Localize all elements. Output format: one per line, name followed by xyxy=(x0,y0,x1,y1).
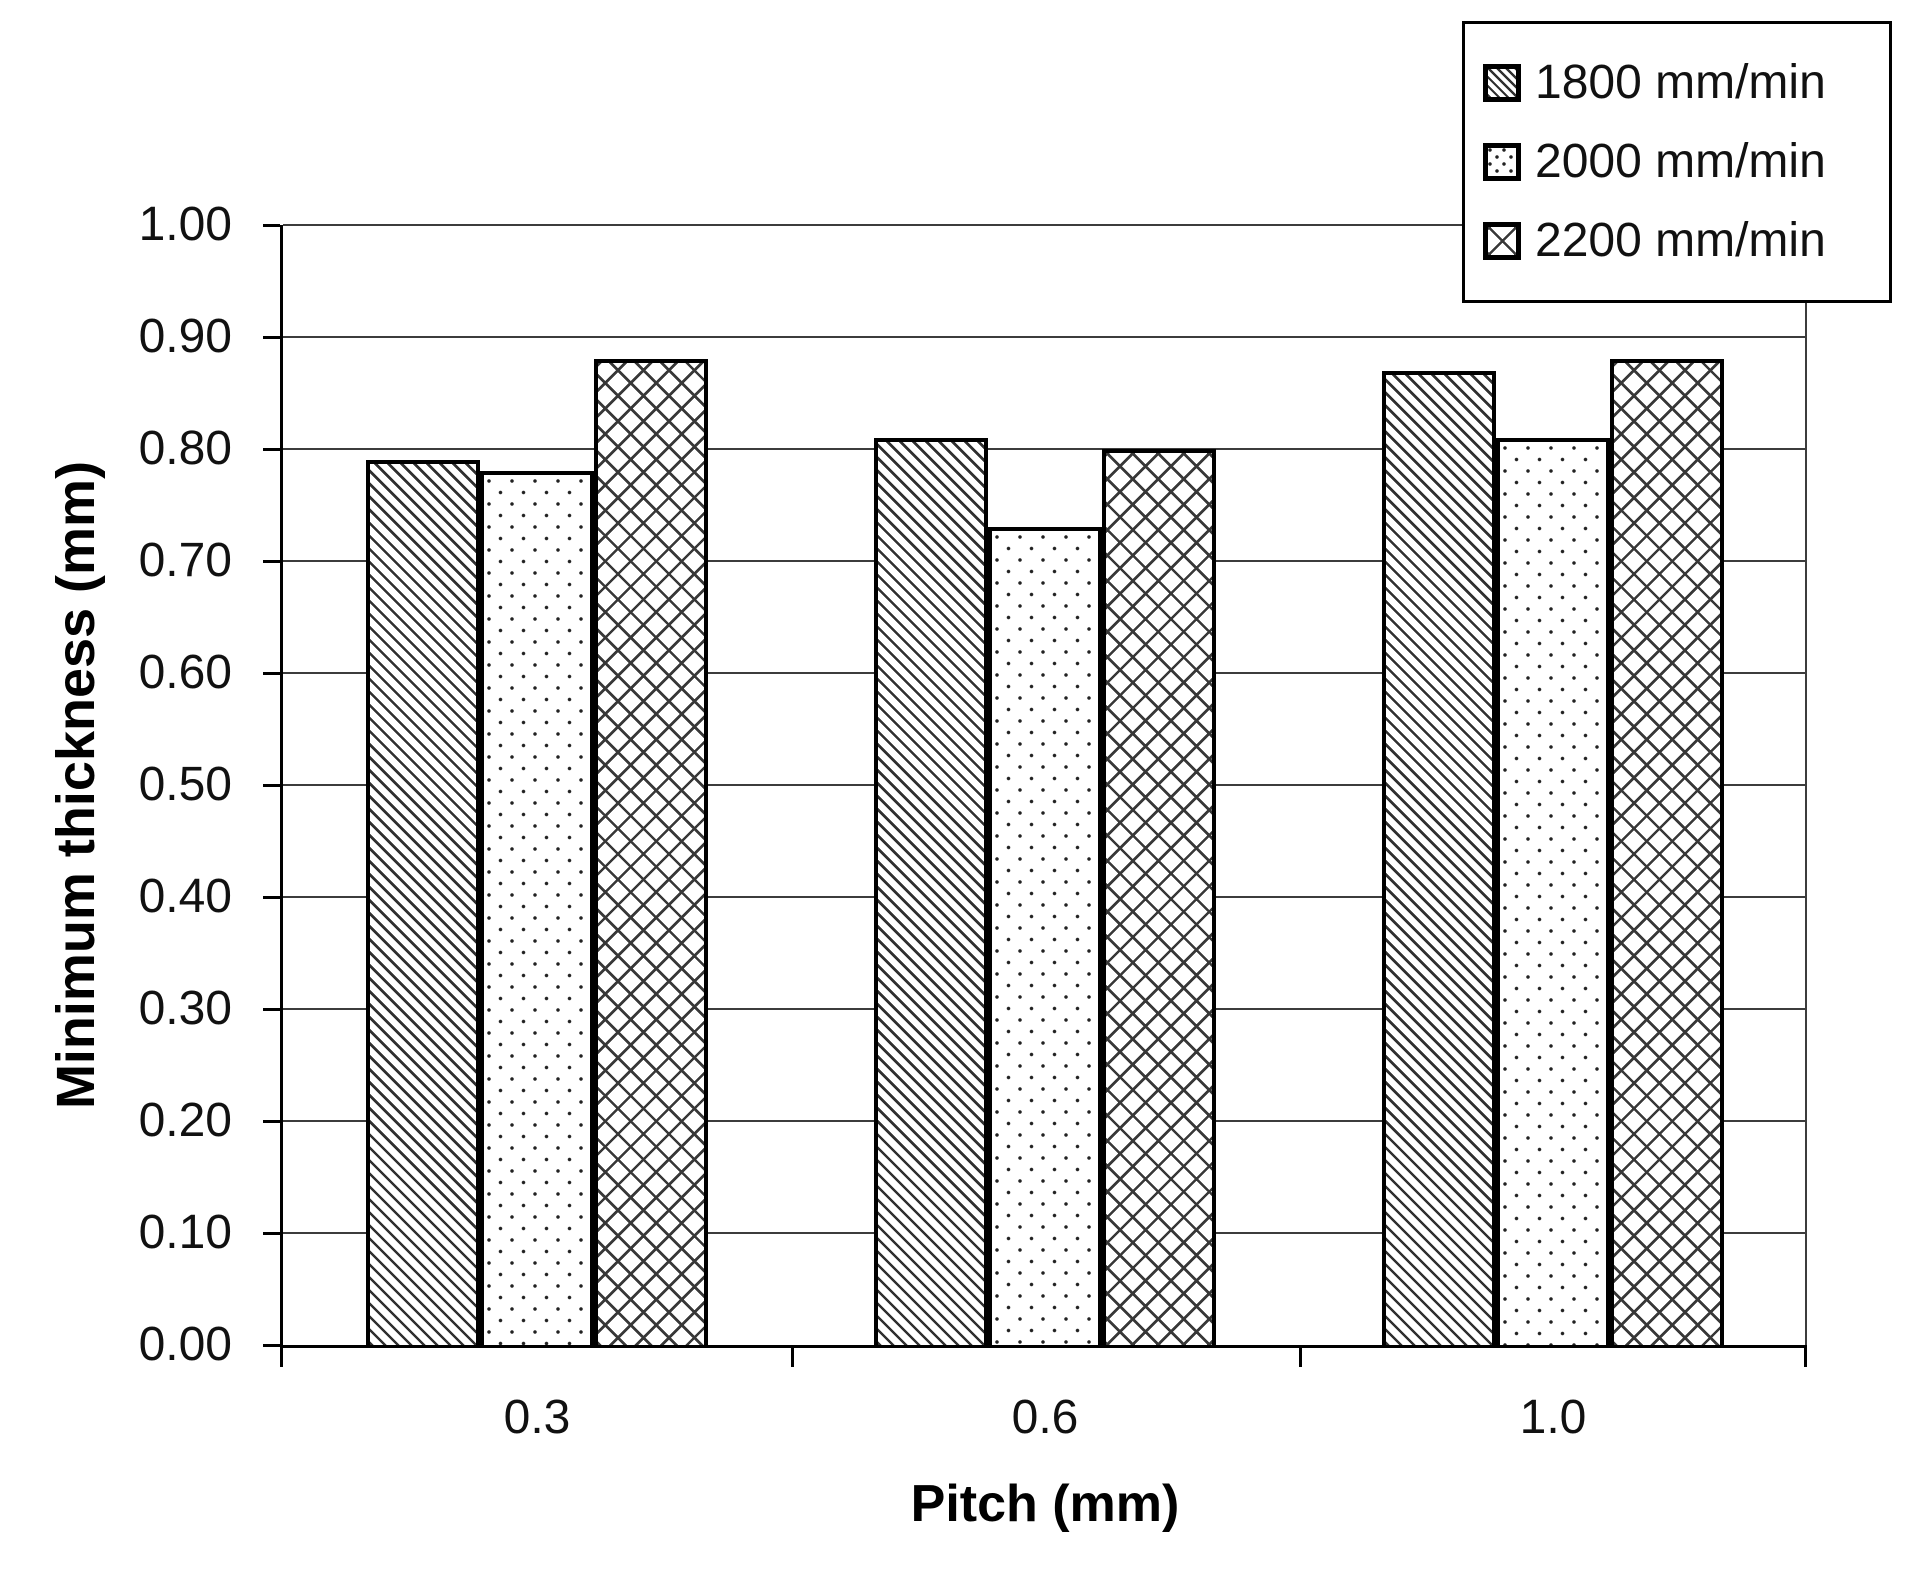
bar-2200-mm-min-pitch-1.0 xyxy=(1610,359,1724,1345)
x-axis-title: Pitch (mm) xyxy=(910,1475,1180,1533)
bar-2000-mm-min-pitch-0.3 xyxy=(480,471,594,1345)
x-axis-tick xyxy=(1299,1345,1302,1367)
gridline xyxy=(283,336,1807,338)
plot-area xyxy=(263,224,1807,1367)
bar-1800-mm-min-pitch-1.0 xyxy=(1382,371,1496,1345)
gridline xyxy=(283,448,1807,450)
x-axis-tick xyxy=(791,1345,794,1367)
legend-item: 2000 mm/min xyxy=(1483,138,1889,186)
y-tick-label: 0.40 xyxy=(138,870,232,923)
bar-2200-mm-min-pitch-0.3 xyxy=(594,359,708,1345)
y-axis-tick xyxy=(263,896,280,899)
y-tick-label: 0.90 xyxy=(138,310,232,363)
y-tick-label: 0.60 xyxy=(138,646,232,699)
y-axis-tick xyxy=(263,336,280,339)
y-axis-tick xyxy=(263,672,280,675)
bar-2200-mm-min-pitch-0.6 xyxy=(1102,449,1216,1345)
x-tick-label: 0.6 xyxy=(1011,1391,1079,1444)
y-tick-label: 1.00 xyxy=(138,198,232,251)
y-tick-label: 0.20 xyxy=(138,1094,232,1147)
y-axis-tick xyxy=(263,784,280,787)
y-axis-tick xyxy=(263,448,280,451)
x-axis-line xyxy=(280,1345,1807,1348)
bar-1800-mm-min-pitch-0.6 xyxy=(874,438,988,1345)
gridline xyxy=(283,224,1807,226)
legend-item: 2200 mm/min xyxy=(1483,217,1889,265)
bar-1800-mm-min-pitch-0.3 xyxy=(366,460,480,1345)
x-tick-label: 0.3 xyxy=(503,1391,571,1444)
legend-label: 2200 mm/min xyxy=(1535,214,1826,267)
legend-swatch-2200-mm-min xyxy=(1483,222,1521,260)
y-tick-label: 0.10 xyxy=(138,1206,232,1259)
y-axis-tick xyxy=(263,1232,280,1235)
y-axis-tick xyxy=(263,1008,280,1011)
y-axis-tick xyxy=(263,560,280,563)
legend-item: 1800 mm/min xyxy=(1483,59,1889,107)
x-axis-tick xyxy=(1804,1345,1807,1367)
y-tick-label: 0.70 xyxy=(138,534,232,587)
legend: 1800 mm/min 2000 mm/min 2200 mm/min xyxy=(1462,21,1892,303)
x-axis-tick xyxy=(280,1345,283,1367)
y-axis-line xyxy=(280,225,283,1347)
bar-2000-mm-min-pitch-0.6 xyxy=(988,527,1102,1345)
y-axis-tick xyxy=(263,1344,280,1347)
bar-2000-mm-min-pitch-1.0 xyxy=(1496,438,1610,1345)
x-tick-label: 1.0 xyxy=(1519,1391,1587,1444)
legend-swatch-2000-mm-min xyxy=(1483,143,1521,181)
legend-swatch-1800-mm-min xyxy=(1483,64,1521,102)
y-axis-tick xyxy=(263,224,280,227)
y-tick-label: 0.00 xyxy=(138,1318,232,1371)
y-tick-label: 0.80 xyxy=(138,422,232,475)
y-tick-label: 0.30 xyxy=(138,982,232,1035)
legend-label: 1800 mm/min xyxy=(1535,56,1826,109)
y-axis-tick xyxy=(263,1120,280,1123)
legend-label: 2000 mm/min xyxy=(1535,135,1826,188)
y-tick-label: 0.50 xyxy=(138,758,232,811)
